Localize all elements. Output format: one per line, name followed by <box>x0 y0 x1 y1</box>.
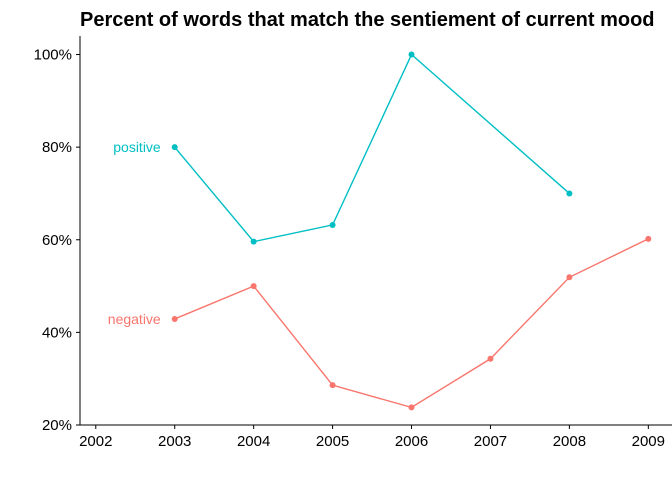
data-point-negative <box>250 283 257 290</box>
series-positive: positive <box>113 51 573 245</box>
data-point-negative <box>329 382 336 389</box>
x-tick-label: 2004 <box>237 433 270 450</box>
x-tick-label: 2008 <box>553 433 586 450</box>
data-point-positive <box>250 238 257 245</box>
data-point-negative <box>171 315 178 322</box>
x-tick-label: 2006 <box>395 433 428 450</box>
y-tick-label: 100% <box>34 47 72 64</box>
series-negative: negative <box>108 235 652 411</box>
x-tick-label: 2002 <box>79 433 112 450</box>
y-tick-label: 40% <box>42 324 72 341</box>
series-label-negative: negative <box>108 311 161 327</box>
x-tick-label: 2009 <box>632 433 665 450</box>
x-tick-label: 2005 <box>316 433 349 450</box>
series-line-positive <box>174 53 570 243</box>
axes: 20% 40% 60% 80% 100% 2002 2003 2004 2005 2006 2007… <box>34 36 672 450</box>
y-tick-label: 60% <box>42 232 72 249</box>
y-tick-label: 80% <box>42 139 72 156</box>
x-tick-label: 2007 <box>474 433 507 450</box>
data-point-negative <box>408 404 415 411</box>
data-point-positive <box>329 221 336 228</box>
data-point-positive <box>171 144 178 151</box>
x-tick-label: 2003 <box>158 433 191 450</box>
data-point-negative <box>487 355 494 362</box>
y-tick-label: 20% <box>42 417 72 434</box>
data-point-positive <box>566 190 573 197</box>
series-label-positive: positive <box>113 139 161 155</box>
chart-title: Percent of words that match the sentieme… <box>80 9 655 31</box>
data-point-positive <box>408 51 415 58</box>
plot-area: positive negative <box>108 51 652 411</box>
series-line-negative <box>174 238 649 409</box>
data-point-negative <box>566 274 573 281</box>
data-point-negative <box>645 235 652 242</box>
